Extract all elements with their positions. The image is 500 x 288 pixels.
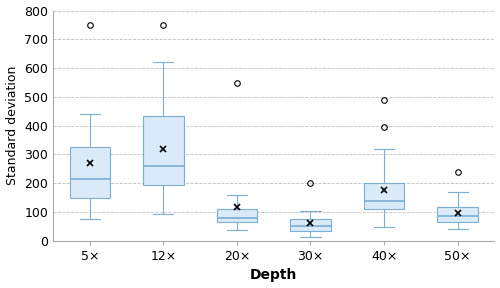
PathPatch shape xyxy=(143,116,184,185)
PathPatch shape xyxy=(364,183,405,209)
PathPatch shape xyxy=(70,147,110,198)
PathPatch shape xyxy=(216,209,257,222)
X-axis label: Depth: Depth xyxy=(250,268,298,283)
PathPatch shape xyxy=(438,207,478,222)
Y-axis label: Standard deviation: Standard deviation xyxy=(6,66,18,185)
PathPatch shape xyxy=(290,219,331,231)
